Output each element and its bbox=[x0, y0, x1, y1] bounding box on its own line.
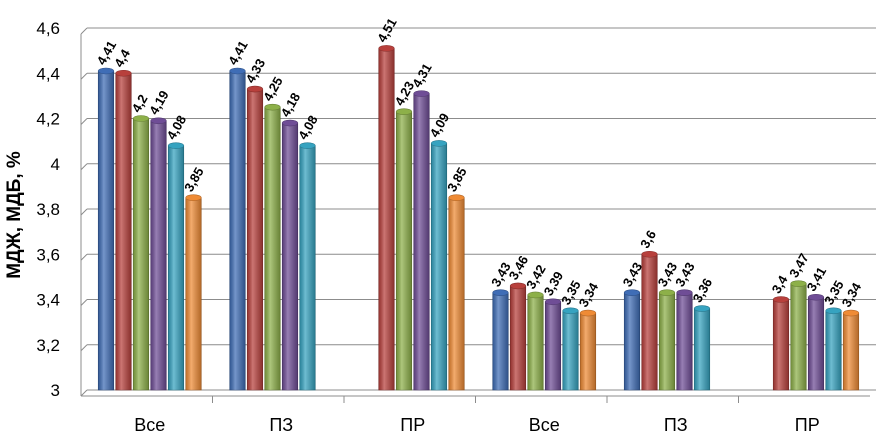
bar bbox=[448, 194, 465, 391]
data-label: 3,85 bbox=[181, 165, 207, 194]
y-tick-label: 3 bbox=[51, 381, 60, 400]
gridline-depth bbox=[80, 299, 88, 306]
data-label: 3,47 bbox=[786, 251, 812, 280]
data-label: 3,36 bbox=[690, 276, 716, 305]
bar bbox=[492, 289, 509, 391]
gridline-depth bbox=[80, 389, 88, 397]
x-tick-label: Все bbox=[134, 415, 165, 435]
data-label: 3,43 bbox=[620, 260, 646, 289]
bar bbox=[772, 296, 790, 391]
data-label: 4,41 bbox=[225, 38, 251, 67]
y-axis-ticks: 3 3,2 3,4 3,6 3,8 4 4,2 4,4 4,6 bbox=[36, 19, 60, 400]
y-tick-label: 3,8 bbox=[36, 200, 60, 219]
bar bbox=[132, 115, 150, 391]
gridline-depth bbox=[80, 72, 88, 80]
x-tick-label: ПР bbox=[795, 415, 820, 435]
bar bbox=[658, 289, 676, 391]
data-label: 3,41 bbox=[804, 264, 830, 293]
data-label: 4,33 bbox=[243, 56, 269, 85]
y-tick-label: 3,6 bbox=[36, 245, 60, 264]
bar bbox=[579, 309, 597, 391]
y-tick-label: 4,6 bbox=[36, 19, 60, 38]
gridline-depth bbox=[80, 344, 88, 352]
bar bbox=[676, 289, 693, 391]
y-axis-label: МДЖ, МДБ, % bbox=[4, 151, 25, 279]
x-axis-ticks: Все ПЗ ПР Все ПЗ ПР bbox=[134, 396, 820, 435]
data-label: 3,43 bbox=[672, 260, 698, 289]
data-label: 4,31 bbox=[409, 61, 435, 90]
bar bbox=[509, 282, 527, 391]
bar bbox=[544, 298, 562, 391]
y-tick-label: 4,4 bbox=[36, 64, 60, 83]
x-tick-label: Все bbox=[529, 415, 560, 435]
bar bbox=[623, 289, 641, 391]
data-label: 3,85 bbox=[444, 165, 470, 194]
gridline-depth bbox=[80, 208, 88, 216]
y-tick-label: 3,2 bbox=[36, 336, 60, 355]
bar bbox=[413, 90, 430, 391]
bar bbox=[299, 142, 316, 391]
data-label: 4,09 bbox=[427, 110, 453, 139]
bar bbox=[246, 85, 264, 391]
bar bbox=[264, 103, 281, 391]
x-tick-label: ПЗ bbox=[664, 415, 688, 435]
bar bbox=[527, 291, 544, 391]
data-label: 3,4 bbox=[769, 272, 791, 296]
gridline-depth bbox=[80, 27, 88, 35]
bar bbox=[115, 69, 132, 391]
bar bbox=[395, 108, 413, 391]
bar bbox=[167, 142, 185, 391]
bar bbox=[430, 140, 448, 391]
data-label: 4,19 bbox=[146, 88, 172, 117]
bar bbox=[842, 309, 860, 391]
bar bbox=[807, 293, 825, 391]
data-label: 4,08 bbox=[295, 113, 321, 142]
bar bbox=[185, 194, 202, 391]
y-tick-label: 4,2 bbox=[36, 110, 60, 129]
gridline-depth bbox=[80, 163, 88, 171]
bar bbox=[825, 307, 842, 391]
data-label: 4,51 bbox=[374, 15, 400, 44]
gridlines bbox=[80, 27, 876, 397]
bar bbox=[281, 119, 299, 391]
bar bbox=[641, 250, 658, 391]
bars bbox=[97, 45, 860, 391]
data-labels: 4,414,44,24,194,083,854,414,334,254,184,… bbox=[94, 15, 865, 309]
data-label: 4,25 bbox=[260, 74, 286, 103]
bar bbox=[378, 45, 395, 391]
bar bbox=[229, 67, 246, 391]
y-tick-label: 3,4 bbox=[36, 291, 60, 310]
gridline-depth bbox=[80, 253, 88, 261]
data-label: 4,08 bbox=[164, 113, 190, 142]
y-tick-label: 4 bbox=[51, 155, 60, 174]
bar bbox=[150, 117, 167, 391]
bar bbox=[790, 280, 807, 391]
bar bbox=[97, 67, 115, 391]
data-label: 4,18 bbox=[278, 90, 304, 119]
x-tick-label: ПР bbox=[400, 415, 425, 435]
gridline-depth bbox=[80, 118, 88, 125]
data-label: 3,6 bbox=[637, 228, 659, 251]
x-tick-label: ПЗ bbox=[269, 415, 293, 435]
bar bbox=[562, 307, 579, 391]
bar bbox=[693, 305, 711, 391]
